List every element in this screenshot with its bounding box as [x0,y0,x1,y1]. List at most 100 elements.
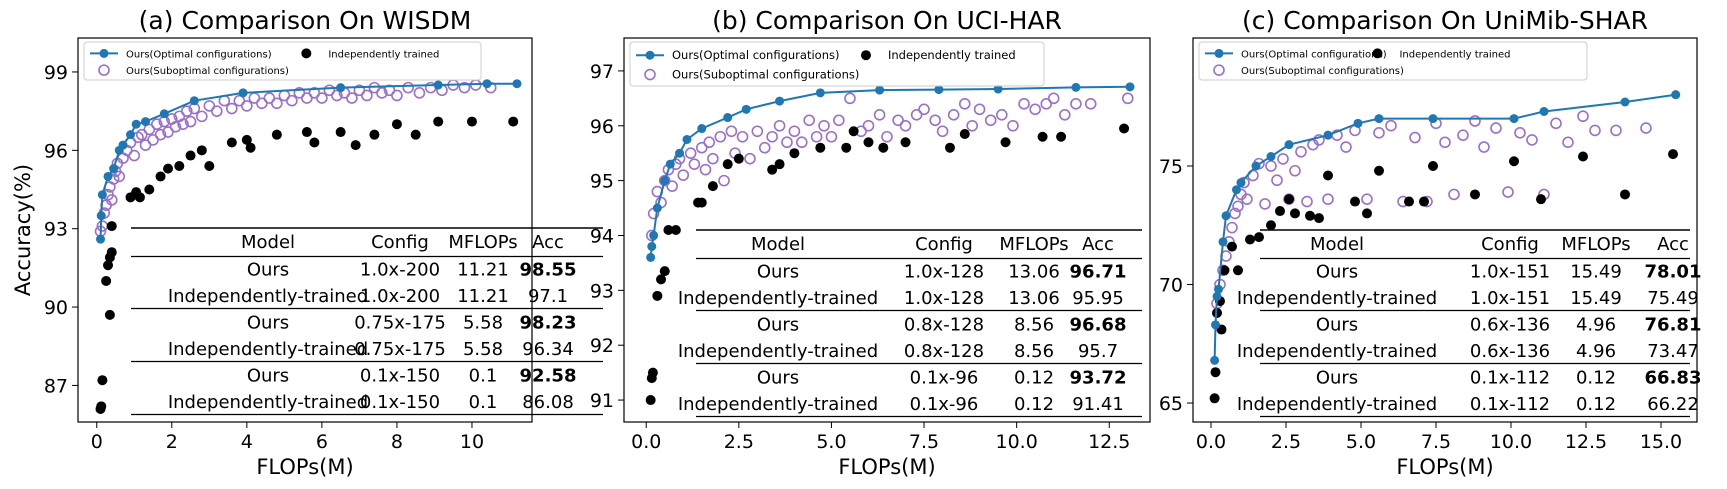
x-tick-label: 10.0 [995,431,1037,453]
y-axis-label: Accuracy(%) [11,164,35,296]
optimal-point [1214,284,1223,294]
y-tick-label: 97 [590,61,614,83]
x-axis-label: FLOPs(M) [256,455,353,479]
independent-point [508,116,519,127]
chart-panel-1: (a) Comparison On WISDM 0 2 4 6 8 10 87 90 93 96 99… [11,6,603,479]
y-tick-label: 94 [590,225,614,247]
suboptimal-point [677,169,690,181]
independent-point [944,142,955,153]
plot-area [645,82,1135,406]
suboptimal-point [666,180,678,192]
table-header-cell: Acc [1657,234,1689,255]
independent-point [863,137,874,148]
chart-panel-2: (b) Comparison On UCI-HAR 0.0 2.5 5.0 7.5 10.… [590,6,1151,479]
table-cell: 0.1x-112 [1470,394,1550,415]
optimal-point [1251,161,1261,171]
suboptimal-point [1059,109,1071,121]
table-header-cell: MFLOPs [448,232,517,253]
legend: Ours(Optimal configurations) Ours(Subopti… [1198,41,1588,81]
table-cell: Independently-trained [168,339,368,360]
independent-point [155,171,166,182]
suboptimal-point [703,136,715,149]
table-cell: Independently-trained [1237,341,1437,362]
table-cell: 97.1 [528,286,568,307]
suboptimal-point [105,194,118,206]
optimal-point [1218,237,1228,247]
y-tick-label: 75 [1159,156,1183,178]
suboptimal-point [688,158,701,170]
optimal-point [131,119,141,129]
optimal-point [815,88,825,98]
independent-point [848,126,859,137]
table-cell: 0.12 [1576,368,1616,389]
table-cell: 8.56 [1014,315,1054,336]
suboptimal-point [1361,193,1373,205]
suboptimal-point [958,98,971,110]
optimal-point [1212,291,1222,301]
optimal-point [433,80,443,90]
independent-point [959,129,970,139]
suboptimal-point [1448,188,1460,201]
suboptimal-point [241,100,253,112]
y-tick-label: 99 [44,62,68,84]
legend-frame [629,41,1045,87]
suboptimal-point [177,118,189,131]
x-tick-label: 2 [166,431,178,453]
suboptimal-point [184,115,197,128]
optimal-point [118,140,128,150]
independent-point [241,134,252,145]
suboptimal-point [825,130,838,143]
y-tick-label: 91 [590,390,614,412]
optimal-point [1210,355,1220,365]
independent-point [104,309,115,320]
suboptimal-point [707,152,719,165]
optimal-point [775,96,785,106]
table-cell: Independently-trained [1237,394,1437,415]
suboptimal-point [918,103,930,116]
table-cell: 0.1 [469,366,498,387]
x-tick-label: 10 [460,431,484,453]
table-cell: 86.08 [522,392,574,413]
table-cell: Independently-trained [678,341,878,362]
optimal-point [1620,97,1630,107]
table-header-cell: Model [241,232,295,253]
results-table: Model Config MFLOPs Acc Ours 1.0x-128 13.06 96.… [678,229,1142,418]
suboptimal-point [1029,103,1041,116]
independent-point [196,145,207,156]
optimal-point [336,83,346,93]
independent-point [1266,220,1276,231]
table-cell: Ours [757,262,799,283]
table-cell: 75.49 [1647,288,1699,309]
table-header-cell: Config [371,232,429,253]
x-tick-label: 2.5 [724,431,754,453]
y-tick-label: 65 [1159,393,1183,415]
plot-area [1209,90,1681,404]
optimal-point [1671,90,1681,100]
suboptimal-point [781,136,793,149]
legend: Ours(Optimal configurations) Ours(Subopti… [629,41,1045,87]
x-tick-label: 8 [391,431,403,453]
independent-point [1578,151,1588,162]
optimal-point [993,84,1003,94]
legend-marker-independent [860,50,871,61]
suboptimal-point [1265,160,1277,172]
x-axis-label: FLOPs(M) [838,455,935,479]
table-cell: 96.68 [1070,315,1127,336]
independent-point [1509,156,1519,167]
suboptimal-point [966,119,978,132]
table-header-cell: Config [915,234,973,255]
x-axis-label: FLOPs(M) [1396,455,1493,479]
y-tick-label: 93 [44,219,68,241]
legend-label-suboptimal: Ours(Suboptimal configurations) [1241,66,1404,77]
table-cell: 73.47 [1647,341,1699,362]
plot-area [94,79,522,414]
optimal-point [512,79,522,89]
table-cell: Independently-trained [168,286,368,307]
suboptimal-point [1070,98,1082,110]
x-tick-label: 0 [91,431,103,453]
optimal-point [675,148,685,158]
table-cell: 4.96 [1576,341,1616,362]
optimal-point [1221,211,1231,221]
table-header-cell: Config [1481,234,1539,255]
